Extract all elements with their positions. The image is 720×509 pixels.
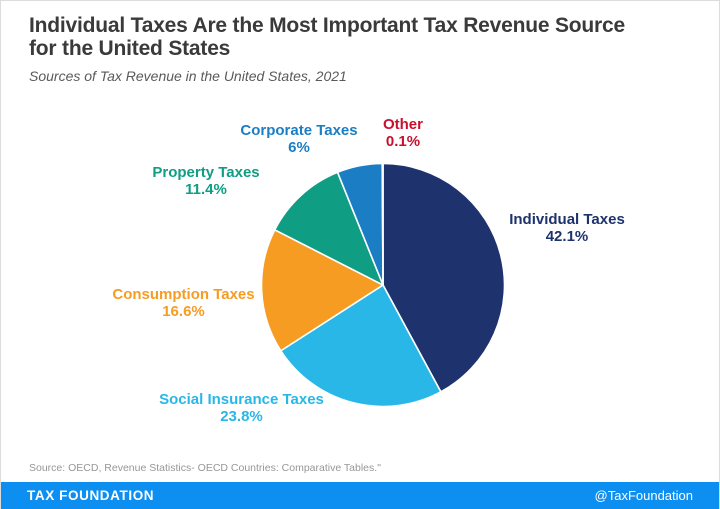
label-other-name: Other <box>382 116 423 133</box>
label-social-insurance-taxes-pct: 23.8% <box>220 408 263 426</box>
pie-chart-area <box>260 162 506 408</box>
label-consumption-taxes: Consumption Taxes 16.6% <box>101 286 266 321</box>
pie-chart <box>260 162 506 408</box>
label-individual-taxes-pct: 42.1% <box>545 228 589 246</box>
page-title: Individual Taxes Are the Most Important … <box>29 14 625 61</box>
social-handle: @TaxFoundation <box>594 488 693 503</box>
label-corporate-taxes-name: Corporate Taxes <box>240 122 358 139</box>
label-consumption-taxes-name: Consumption Taxes <box>112 286 255 303</box>
label-property-taxes-pct: 11.4% <box>185 181 227 199</box>
brand-name: TAX FOUNDATION <box>27 488 155 503</box>
pie-slice-individual-taxes <box>382 162 506 393</box>
label-social-insurance-taxes-name: Social Insurance Taxes <box>159 391 324 408</box>
pie-slice-other <box>381 162 384 286</box>
label-property-taxes-name: Property Taxes <box>152 164 260 181</box>
pie-slice-social-insurance-taxes <box>280 284 442 408</box>
pie-slice-consumption-taxes <box>260 229 384 352</box>
source-note: Source: OECD, Revenue Statistics- OECD C… <box>29 462 381 474</box>
label-corporate-taxes-pct: 6% <box>288 139 310 157</box>
pie-slice-property-taxes <box>273 171 384 286</box>
label-corporate-taxes: Corporate Taxes 6% <box>219 122 379 157</box>
label-social-insurance-taxes: Social Insurance Taxes 23.8% <box>139 391 344 426</box>
label-property-taxes: Property Taxes 11.4% <box>126 164 286 199</box>
label-individual-taxes-name: Individual Taxes <box>509 211 625 228</box>
chart-subtitle: Sources of Tax Revenue in the United Sta… <box>29 68 347 84</box>
label-other: Other 0.1% <box>363 116 443 151</box>
label-other-pct: 0.1% <box>385 133 421 151</box>
label-consumption-taxes-pct: 16.6% <box>162 303 205 321</box>
footer-bar: TAX FOUNDATION @TaxFoundation <box>1 482 719 509</box>
label-individual-taxes: Individual Taxes 42.1% <box>487 211 647 246</box>
